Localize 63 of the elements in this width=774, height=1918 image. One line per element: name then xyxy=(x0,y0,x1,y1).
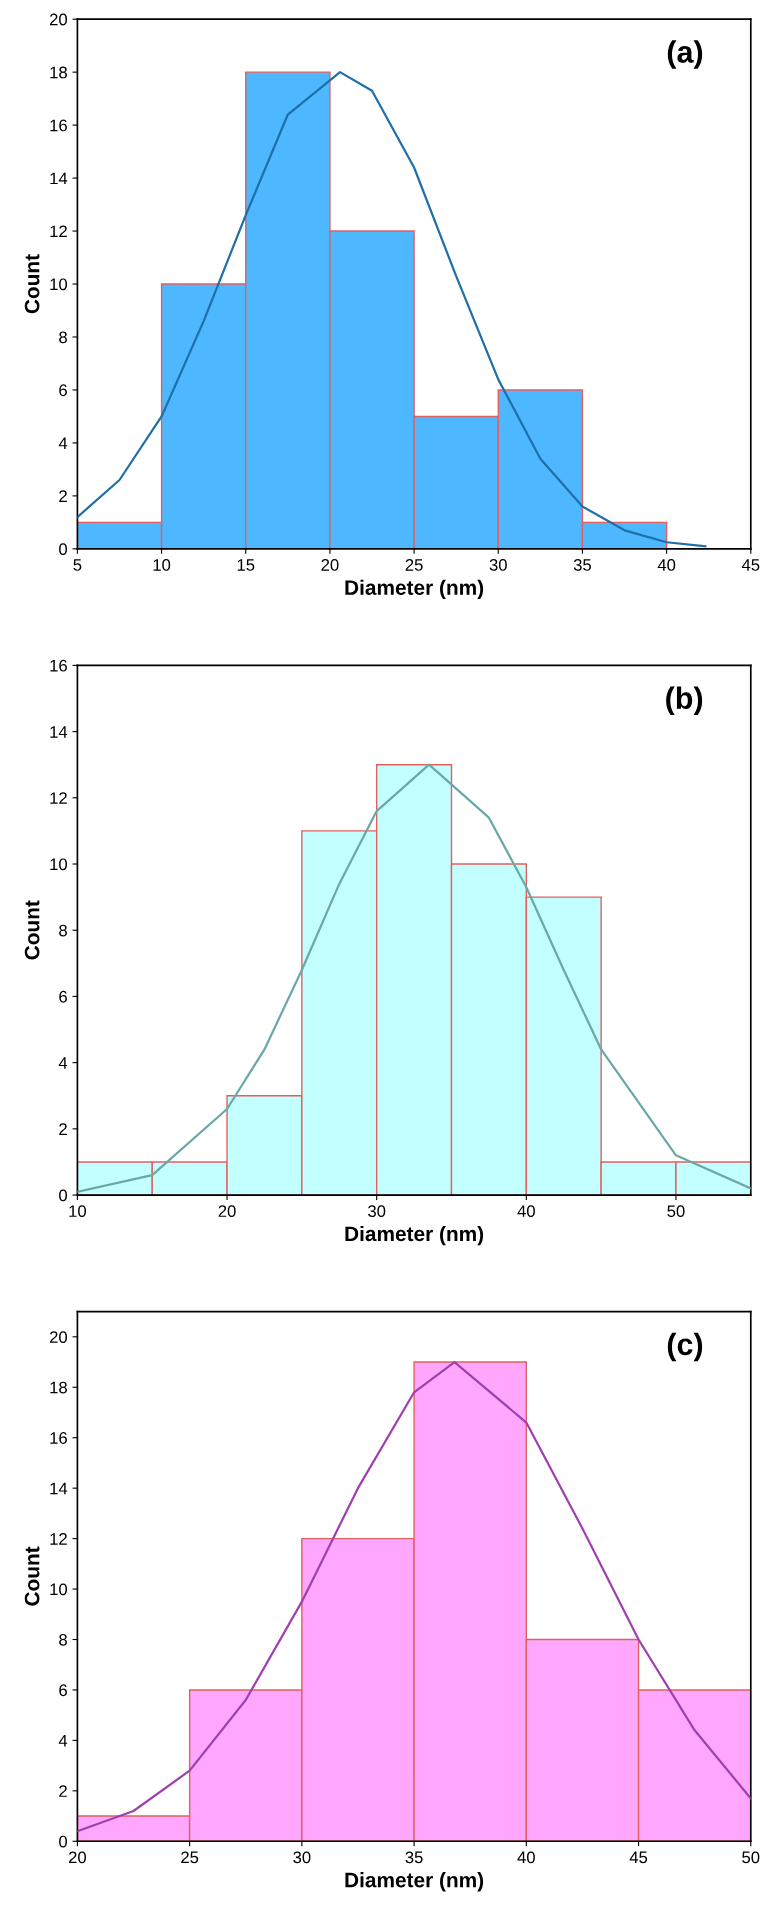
x-axis-title: Diameter (nm) xyxy=(345,579,484,600)
x-tick-label: 50 xyxy=(667,1205,685,1218)
y-tick-label: 14 xyxy=(50,172,68,185)
line-series xyxy=(77,71,707,548)
x-tick-label: 5 xyxy=(73,559,82,571)
y-tick-label: 20 xyxy=(49,13,68,26)
x-tick-label: 40 xyxy=(517,1851,535,1864)
y-tick-label: 20 xyxy=(49,1331,68,1344)
y-tick-label: 0 xyxy=(59,543,68,556)
y-axis-title: Count xyxy=(24,900,40,960)
y-tick-label: 12 xyxy=(50,1533,67,1545)
x-tick-label: 50 xyxy=(742,1851,760,1864)
x-tick-label: 35 xyxy=(573,559,592,571)
y-tick-label: 10 xyxy=(50,1583,68,1596)
x-tick-label: 25 xyxy=(405,559,423,571)
line-series xyxy=(77,1360,751,1833)
x-tick-label: 45 xyxy=(741,559,760,571)
annotation: (a) xyxy=(667,40,703,69)
x-axis-title: Diameter (nm) xyxy=(345,1872,484,1892)
x-tick-label: 25 xyxy=(181,1851,199,1864)
y-tick-label: 0 xyxy=(59,1189,68,1202)
y-tick-label: 4 xyxy=(58,1057,68,1069)
y-tick-label: 8 xyxy=(59,331,67,344)
y-tick-label: 12 xyxy=(50,792,67,804)
x-tick-label: 40 xyxy=(517,1205,535,1218)
x-tick-label: 40 xyxy=(657,559,676,571)
y-tick-label: 8 xyxy=(59,1633,67,1646)
y-tick-label: 4 xyxy=(58,1734,68,1747)
x-tick-label: 15 xyxy=(237,559,255,571)
y-tick-label: 2 xyxy=(59,1785,67,1797)
x-tick-label: 20 xyxy=(218,1205,236,1218)
y-tick-label: 6 xyxy=(59,990,67,1003)
x-tick-label: 10 xyxy=(153,559,171,571)
y-tick-label: 2 xyxy=(59,490,67,502)
y-tick-label: 8 xyxy=(59,924,67,937)
x-tick-label: 20 xyxy=(68,1851,87,1864)
y-tick-label: 4 xyxy=(58,437,68,449)
y-tick-label: 10 xyxy=(50,278,68,291)
y-axis-title: Count xyxy=(24,1546,40,1606)
y-tick-label: 14 xyxy=(50,1482,68,1495)
x-axis-title: Diameter (nm) xyxy=(345,1225,484,1246)
y-tick-label: 14 xyxy=(50,726,68,738)
y-axis-title: Count xyxy=(24,254,40,314)
y-tick-label: 6 xyxy=(59,384,67,397)
y-tick-label: 16 xyxy=(50,119,67,132)
y-tick-label: 6 xyxy=(59,1684,67,1697)
y-tick-label: 0 xyxy=(59,1835,68,1848)
x-tick-label: 30 xyxy=(368,1205,386,1218)
x-tick-label: 30 xyxy=(489,559,507,571)
annotation: (b) xyxy=(666,686,703,716)
y-tick-label: 12 xyxy=(50,225,67,238)
y-tick-label: 16 xyxy=(50,1432,67,1444)
x-tick-label: 10 xyxy=(69,1205,87,1218)
y-tick-label: 2 xyxy=(59,1123,67,1135)
y-tick-label: 18 xyxy=(50,66,67,79)
x-tick-label: 35 xyxy=(405,1851,423,1864)
y-tick-label: 16 xyxy=(50,659,67,672)
x-tick-label: 20 xyxy=(321,559,339,571)
y-tick-label: 18 xyxy=(50,1381,67,1394)
x-tick-label: 45 xyxy=(629,1851,648,1864)
y-tick-label: 10 xyxy=(50,858,68,871)
x-tick-label: 30 xyxy=(293,1851,311,1864)
annotation: (c) xyxy=(667,1332,703,1362)
